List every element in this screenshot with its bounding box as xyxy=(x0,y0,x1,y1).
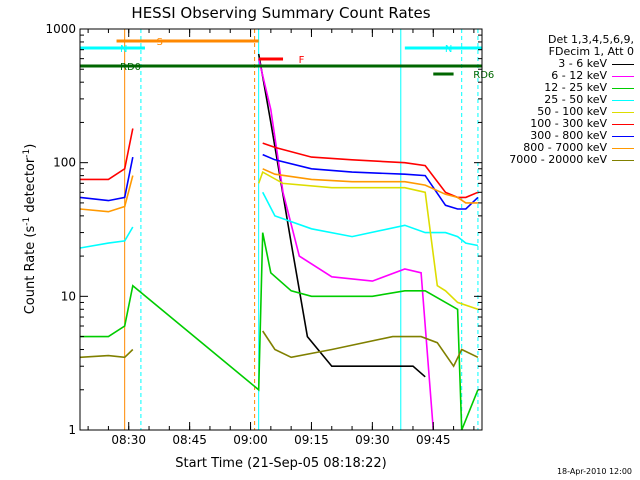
legend-item-label: 7000 - 20000 keV xyxy=(509,153,607,166)
legend-item: 300 - 800 keV xyxy=(482,130,634,142)
x-tick-label: 08:30 xyxy=(111,433,146,447)
y-axis-label-sup: -1 xyxy=(22,217,32,226)
legend-header-line: FDecim 1, Att 0 xyxy=(548,45,634,58)
y-axis-label-part: detector xyxy=(23,157,38,217)
x-tick-label: 08:45 xyxy=(172,433,207,447)
legend-header-line: Det 1,3,4,5,6,9, xyxy=(547,33,634,46)
legend-swatch xyxy=(612,147,634,149)
y-axis-label: Count Rate (s-1 detector-1) xyxy=(22,144,38,315)
legend-item: 25 - 50 keV xyxy=(482,94,634,106)
series-line-4 xyxy=(257,170,479,311)
x-tick-label: 09:45 xyxy=(416,433,451,447)
y-axis-label-part: Count Rate (s xyxy=(23,226,38,315)
legend: Det 1,3,4,5,6,9, FDecim 1, Att 0 3 - 6 k… xyxy=(482,34,634,166)
legend-swatch xyxy=(612,75,634,77)
y-tick-label: 1000 xyxy=(45,22,76,36)
legend-item-label: 100 - 300 keV xyxy=(530,117,607,130)
plot-series-group xyxy=(80,29,482,430)
series-line-2 xyxy=(80,232,479,430)
series-line-1 xyxy=(257,58,435,430)
legend-swatch xyxy=(612,63,634,65)
legend-item-label: 12 - 25 keV xyxy=(544,81,607,94)
series-line-0 xyxy=(257,53,426,378)
y-tick-label: 10 xyxy=(61,289,76,303)
legend-item: 6 - 12 keV xyxy=(482,70,634,82)
legend-swatch xyxy=(612,111,634,113)
legend-swatch xyxy=(612,123,634,125)
legend-item-label: 6 - 12 keV xyxy=(551,69,607,82)
status-bar-label: RD6 xyxy=(473,70,494,81)
status-bar-label: S xyxy=(157,37,163,48)
series-line-8 xyxy=(80,330,479,368)
legend-item: 50 - 100 keV xyxy=(482,106,634,118)
y-tick-label: 1 xyxy=(68,423,76,437)
status-bar-label: RD0 xyxy=(120,62,141,73)
x-tick-label: 09:15 xyxy=(294,433,329,447)
legend-swatch xyxy=(612,99,634,101)
legend-swatch xyxy=(612,135,634,137)
series-line-7 xyxy=(80,168,478,213)
legend-item: 7000 - 20000 keV xyxy=(482,154,634,166)
status-bar-label: F xyxy=(299,55,305,66)
status-bar-label: N xyxy=(120,44,127,55)
chart-title: HESSI Observing Summary Count Rates xyxy=(131,4,430,22)
legend-swatch xyxy=(612,159,634,161)
plot-frame xyxy=(79,28,483,431)
series-line-3 xyxy=(80,191,479,249)
legend-item-label: 300 - 800 keV xyxy=(530,129,607,142)
status-bar-label: N xyxy=(445,44,452,55)
x-axis-label: Start Time (21-Sep-05 08:18:22) xyxy=(175,456,386,471)
legend-rows: 3 - 6 keV 6 - 12 keV 12 - 25 keV 25 - 50 ke… xyxy=(482,58,634,166)
y-axis-label-part: ) xyxy=(23,144,38,149)
legend-swatch xyxy=(612,87,634,89)
series-line-5 xyxy=(80,128,479,199)
legend-item-label: 3 - 6 keV xyxy=(558,57,607,70)
axes: 1 10 100 1000 08:30 08:45 09:00 09:15 09:30 09:45 xyxy=(45,22,483,447)
timestamp: 18-Apr-2010 12:00 xyxy=(556,467,632,476)
x-tick-label: 09:00 xyxy=(233,433,268,447)
x-tick-label: 09:30 xyxy=(355,433,390,447)
legend-item-label: 25 - 50 keV xyxy=(544,93,607,106)
legend-item-label: 50 - 100 keV xyxy=(537,105,607,118)
legend-item: 100 - 300 keV xyxy=(482,118,634,130)
y-axis-label-sup: -1 xyxy=(22,149,32,158)
legend-item: 3 - 6 keV xyxy=(482,58,634,70)
y-tick-label: 100 xyxy=(53,156,76,170)
legend-item: 800 - 7000 keV xyxy=(482,142,634,154)
legend-item: 12 - 25 keV xyxy=(482,82,634,94)
legend-item-label: 800 - 7000 keV xyxy=(523,141,607,154)
series-line-6 xyxy=(80,153,479,210)
plot-area: S N N F RD0 RD6 xyxy=(80,29,494,430)
